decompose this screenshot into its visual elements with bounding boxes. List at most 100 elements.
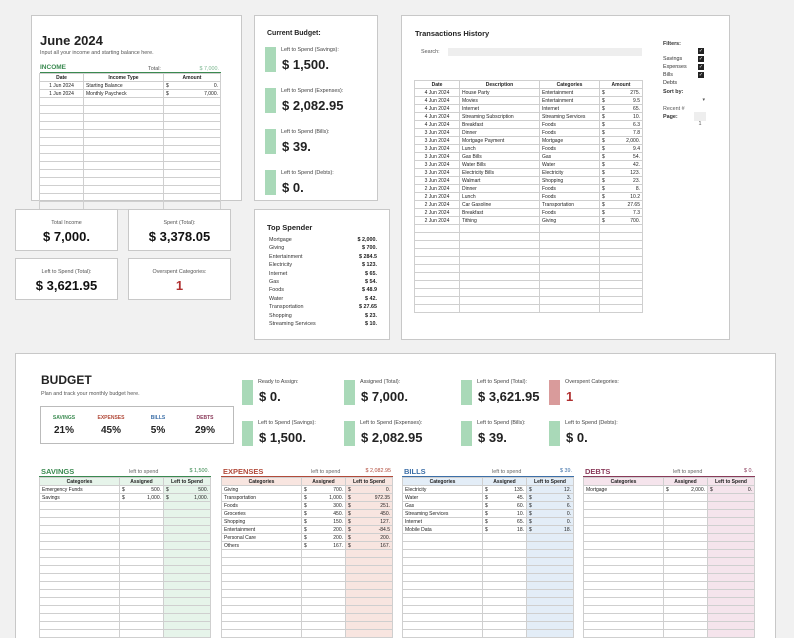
search-input[interactable]	[448, 48, 642, 56]
budget-category[interactable]	[402, 597, 483, 606]
budget-assigned[interactable]	[663, 501, 708, 510]
budget-category[interactable]	[39, 629, 120, 638]
checkbox-icon[interactable]: ✓	[698, 64, 704, 70]
budget-category[interactable]	[583, 501, 664, 510]
income-date[interactable]: 1 Jun 2024	[39, 89, 84, 98]
budget-category[interactable]	[39, 605, 120, 614]
budget-category[interactable]	[221, 549, 302, 558]
budget-category[interactable]	[583, 589, 664, 598]
budget-assigned[interactable]	[119, 597, 164, 606]
income-date[interactable]	[39, 169, 84, 178]
sort-select[interactable]: Recent # ▾	[663, 97, 707, 112]
budget-assigned[interactable]: $60.	[482, 501, 527, 510]
budget-assigned[interactable]	[301, 613, 346, 622]
budget-assigned[interactable]: $65.	[482, 517, 527, 526]
income-amount[interactable]: $0.	[163, 81, 221, 90]
budget-category[interactable]	[583, 629, 664, 638]
income-type[interactable]: Starting Balance	[83, 81, 164, 90]
budget-category[interactable]	[221, 557, 302, 566]
budget-category[interactable]	[402, 605, 483, 614]
budget-category[interactable]	[583, 549, 664, 558]
budget-category[interactable]	[221, 597, 302, 606]
budget-category[interactable]	[39, 525, 120, 534]
budget-assigned[interactable]	[119, 613, 164, 622]
budget-category[interactable]	[39, 533, 120, 542]
budget-category[interactable]: Transportation	[221, 493, 302, 502]
budget-category[interactable]	[583, 509, 664, 518]
budget-assigned[interactable]	[301, 557, 346, 566]
income-amount[interactable]	[163, 177, 221, 186]
income-type[interactable]	[83, 137, 164, 146]
budget-assigned[interactable]	[301, 589, 346, 598]
budget-assigned[interactable]	[301, 605, 346, 614]
budget-assigned[interactable]	[119, 517, 164, 526]
budget-category[interactable]	[583, 541, 664, 550]
income-date[interactable]	[39, 153, 84, 162]
budget-category[interactable]	[39, 501, 120, 510]
income-type[interactable]	[83, 105, 164, 114]
budget-category[interactable]	[221, 581, 302, 590]
income-date[interactable]: 1 Jun 2024	[39, 81, 84, 90]
budget-assigned[interactable]	[663, 597, 708, 606]
budget-assigned[interactable]	[482, 597, 527, 606]
income-date[interactable]	[39, 137, 84, 146]
budget-assigned[interactable]	[119, 549, 164, 558]
budget-category[interactable]	[39, 549, 120, 558]
budget-assigned[interactable]: $167.	[301, 541, 346, 550]
budget-category[interactable]	[39, 581, 120, 590]
filter-option[interactable]: Bills ✓	[663, 63, 713, 78]
budget-assigned[interactable]: $1,000.	[301, 493, 346, 502]
income-date[interactable]	[39, 113, 84, 122]
budget-assigned[interactable]	[663, 573, 708, 582]
income-amount[interactable]	[163, 169, 221, 178]
budget-category[interactable]	[402, 573, 483, 582]
budget-assigned[interactable]	[119, 525, 164, 534]
budget-assigned[interactable]: $200.	[301, 525, 346, 534]
budget-category[interactable]	[583, 565, 664, 574]
income-type[interactable]	[83, 169, 164, 178]
income-type[interactable]	[83, 97, 164, 106]
budget-category[interactable]	[221, 621, 302, 630]
budget-assigned[interactable]	[119, 573, 164, 582]
budget-assigned[interactable]	[482, 573, 527, 582]
budget-assigned[interactable]	[663, 621, 708, 630]
budget-assigned[interactable]	[663, 557, 708, 566]
budget-assigned[interactable]	[119, 629, 164, 638]
budget-category[interactable]	[39, 565, 120, 574]
budget-assigned[interactable]	[663, 565, 708, 574]
budget-category[interactable]	[583, 517, 664, 526]
budget-category[interactable]	[39, 517, 120, 526]
income-amount[interactable]	[163, 113, 221, 122]
income-type[interactable]	[83, 145, 164, 154]
budget-assigned[interactable]: $150.	[301, 517, 346, 526]
page-input[interactable]: 1	[694, 112, 706, 127]
budget-assigned[interactable]	[301, 621, 346, 630]
budget-category[interactable]: Mortgage	[583, 485, 664, 494]
income-type[interactable]	[83, 153, 164, 162]
budget-assigned[interactable]	[663, 533, 708, 542]
budget-category[interactable]	[39, 589, 120, 598]
income-amount[interactable]	[163, 137, 221, 146]
budget-assigned[interactable]	[663, 517, 708, 526]
budget-category[interactable]	[39, 557, 120, 566]
budget-assigned[interactable]: $18.	[482, 525, 527, 534]
budget-assigned[interactable]	[663, 629, 708, 638]
budget-assigned[interactable]	[482, 589, 527, 598]
budget-category[interactable]	[221, 613, 302, 622]
budget-category[interactable]	[402, 557, 483, 566]
budget-category[interactable]: Mobile Data	[402, 525, 483, 534]
budget-assigned[interactable]	[119, 533, 164, 542]
budget-category[interactable]: Streaming Services	[402, 509, 483, 518]
budget-category[interactable]	[39, 573, 120, 582]
budget-assigned[interactable]	[119, 605, 164, 614]
budget-category[interactable]	[402, 589, 483, 598]
income-amount[interactable]	[163, 185, 221, 194]
budget-category[interactable]	[583, 621, 664, 630]
income-date[interactable]	[39, 185, 84, 194]
budget-assigned[interactable]: $135.	[482, 485, 527, 494]
income-type[interactable]	[83, 161, 164, 170]
budget-assigned[interactable]: $300.	[301, 501, 346, 510]
budget-category[interactable]: Foods	[221, 501, 302, 510]
budget-category[interactable]	[583, 605, 664, 614]
budget-category[interactable]: Gas	[402, 501, 483, 510]
